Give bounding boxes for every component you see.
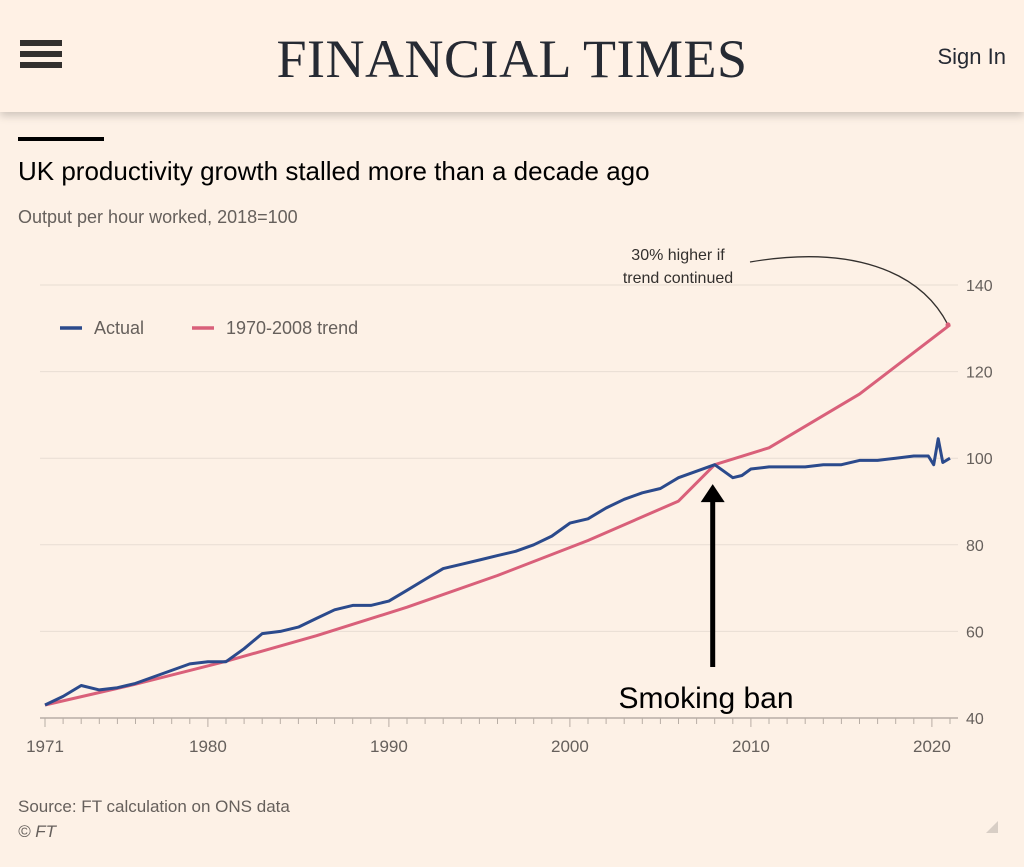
x-tick-label: 2010	[732, 737, 770, 756]
x-tick-label: 1990	[370, 737, 408, 756]
y-tick-label: 40	[966, 711, 984, 728]
chart-title: UK productivity growth stalled more than…	[18, 156, 650, 186]
y-tick-label: 140	[966, 278, 993, 295]
y-tick-label: 120	[966, 365, 993, 382]
annotation-trend-line2: trend continued	[623, 270, 733, 287]
smoking-ban-arrow-head	[700, 484, 725, 503]
brand-logo[interactable]: FINANCIAL TIMES	[276, 29, 748, 89]
resize-corner-icon	[986, 821, 998, 833]
axes: 40 60 80 100 120 140 1971 1980 1990 2000 2010 2020	[26, 278, 993, 756]
annotation-trend-line1: 30% higher if	[631, 247, 725, 264]
x-tick-label: 2020	[913, 737, 951, 756]
copyright-note: © FT	[18, 822, 57, 841]
smoking-ban-label: Smoking ban	[618, 682, 793, 715]
legend-label-trend: 1970-2008 trend	[226, 318, 358, 338]
annotation-trend-point	[945, 322, 951, 328]
chart-subtitle: Output per hour worked, 2018=100	[18, 207, 298, 227]
source-note: Source: FT calculation on ONS data	[18, 797, 290, 816]
x-tick-label: 1971	[26, 737, 64, 756]
sign-in-link[interactable]: Sign In	[937, 44, 1007, 69]
x-tick-label: 1980	[189, 737, 227, 756]
y-tick-label: 100	[966, 451, 993, 468]
grid-lines	[40, 284, 958, 719]
y-tick-label: 80	[966, 538, 984, 555]
title-rule	[18, 137, 104, 141]
site-header: FINANCIAL TIMES Sign In	[0, 0, 1024, 112]
hamburger-menu-icon[interactable]	[20, 40, 62, 72]
legend: Actual 1970-2008 trend	[60, 318, 358, 338]
annotation-trend-connector	[749, 256, 949, 326]
y-tick-label: 60	[966, 624, 984, 641]
x-tick-label: 2000	[551, 737, 589, 756]
legend-label-actual: Actual	[94, 318, 144, 338]
series-lines	[44, 323, 951, 707]
actual-series-line	[44, 437, 951, 707]
annotations: 30% higher if trend continued Smoking ban	[618, 247, 951, 715]
trend-series-line	[44, 323, 951, 707]
